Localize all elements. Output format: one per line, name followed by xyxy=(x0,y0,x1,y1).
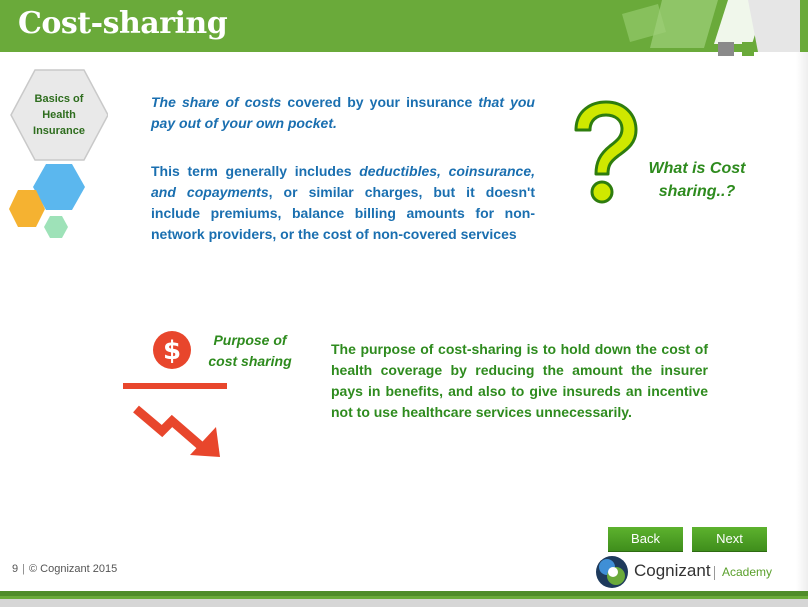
bottom-bar xyxy=(0,591,808,607)
bottom-bar-light xyxy=(0,599,808,607)
logo-divider xyxy=(714,566,715,580)
copyright: © Cognizant 2015 xyxy=(28,563,118,575)
cognizant-logo-icon xyxy=(596,556,628,588)
dollar-icon: $ xyxy=(153,331,191,369)
bottom-bar-dark xyxy=(0,591,808,596)
page-number: 9 xyxy=(12,563,19,575)
badge-line-1: Basics of xyxy=(34,93,84,105)
purpose-label-line-2: cost sharing xyxy=(208,353,292,369)
definition-text-1: covered by your insurance xyxy=(281,94,479,110)
badge-line-3: Insurance xyxy=(33,125,85,137)
svg-text:$: $ xyxy=(163,336,181,366)
next-button[interactable]: Next xyxy=(692,527,767,551)
question-caption-line-2: sharing..? xyxy=(658,183,736,200)
question-mark-icon xyxy=(574,100,638,204)
inclusion-text-1: This term generally includes xyxy=(151,163,360,179)
header-decoration-icon xyxy=(622,0,800,56)
trend-down-arrow-icon xyxy=(133,405,220,457)
purpose-label: Purpose of cost sharing xyxy=(196,330,304,372)
logo-tagline: Academy xyxy=(722,565,773,579)
right-edge-strip xyxy=(796,52,808,597)
definition-emphasis-2: that you pay out of your own pocket. xyxy=(151,94,535,131)
inclusion-text-2: , or similar charges, but it doesn't inc… xyxy=(151,184,535,242)
purpose-paragraph: The purpose of cost-sharing is to hold d… xyxy=(331,341,708,420)
hexagon-cluster-icon xyxy=(9,69,108,238)
back-button[interactable]: Back xyxy=(608,527,683,551)
definition-emphasis-1: The share of costs xyxy=(151,94,282,110)
inclusion-emphasis: deductibles, coinsurance, and copayments xyxy=(151,163,536,200)
footer: 9 | © Cognizant 2015 xyxy=(12,563,117,575)
purpose-label-line-1: Purpose of xyxy=(213,332,287,348)
inclusion-paragraph: This term generally includes deductibles… xyxy=(151,161,535,245)
footer-separator: | xyxy=(22,563,25,575)
red-divider xyxy=(123,383,227,389)
title-bar: Cost-sharing xyxy=(0,0,808,56)
module-badge-label: Basics of Health Insurance xyxy=(14,91,104,139)
question-caption: What is Cost sharing..? xyxy=(636,157,758,203)
badge-line-2: Health xyxy=(42,109,76,121)
question-caption-line-1: What is Cost xyxy=(648,160,746,177)
page-title: Cost-sharing xyxy=(18,6,228,41)
logo-name: Cognizant xyxy=(634,561,711,580)
definition-paragraph: The share of costs covered by your insur… xyxy=(151,92,535,134)
